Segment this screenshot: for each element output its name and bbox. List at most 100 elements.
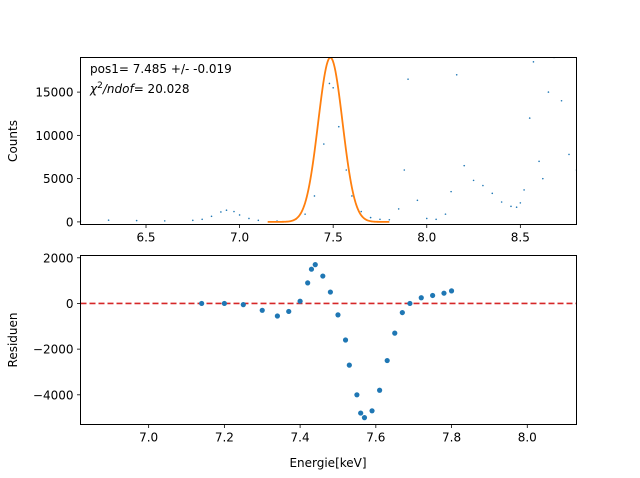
spectrum-point xyxy=(388,218,391,221)
spectrum-point xyxy=(135,219,138,222)
spectrum-point xyxy=(538,160,540,163)
residual-point xyxy=(369,408,375,414)
spectrum-point xyxy=(500,201,503,203)
spectrum-point xyxy=(337,125,340,128)
spectrum-point xyxy=(257,219,260,222)
bottom-y-tick-label: −2000 xyxy=(33,343,74,357)
bottom-y-tick-label: 2000 xyxy=(43,251,74,265)
spectrum-point xyxy=(397,208,400,210)
annotation-chi2-sup: 2 xyxy=(97,81,103,91)
spectrum-point xyxy=(248,217,250,220)
spectrum-point xyxy=(416,199,419,202)
spectrum-point xyxy=(455,74,458,76)
residual-point xyxy=(361,415,368,421)
spectrum-point xyxy=(435,218,437,221)
spectrum-point xyxy=(238,214,241,216)
spectrum-point xyxy=(542,177,544,180)
residual-point xyxy=(354,392,360,398)
spectrum-point xyxy=(515,206,518,208)
spectrum-point xyxy=(220,211,222,213)
spectrum-point xyxy=(444,213,447,215)
spectrum-point xyxy=(328,82,331,85)
residual-point xyxy=(286,308,292,315)
spectrum-point xyxy=(345,169,348,171)
top-x-tick-label: 7.5 xyxy=(324,231,343,245)
spectrum-point xyxy=(510,205,512,208)
residual-point xyxy=(259,307,265,313)
residual-point xyxy=(240,302,246,308)
top-x-tick-label: 8.5 xyxy=(511,231,530,245)
bottom-x-tick-label: 7.8 xyxy=(442,431,461,445)
spectrum-point xyxy=(225,209,228,212)
residual-point xyxy=(199,300,205,307)
top-x-tick-label: 7.0 xyxy=(230,231,249,245)
spectrum-point xyxy=(532,61,535,63)
residual-point xyxy=(448,288,455,294)
spectrum-point xyxy=(568,153,570,156)
spectrum-point xyxy=(407,78,409,80)
residual-point xyxy=(297,298,303,304)
spectrum-point xyxy=(351,195,353,197)
bottom-y-tick-label: −4000 xyxy=(33,388,74,402)
spectrum-point xyxy=(450,190,452,193)
gaussian-fit-curve xyxy=(267,57,390,223)
top-data-layer xyxy=(80,57,577,223)
spectrum-point xyxy=(472,179,475,182)
annotation-chi2-value: = 20.028 xyxy=(134,82,190,96)
residual-point xyxy=(384,357,390,364)
spectrum-point xyxy=(107,219,110,221)
spectrum-point xyxy=(379,218,381,221)
residual-point xyxy=(441,290,447,296)
spectrum-point xyxy=(369,216,372,219)
bottom-panel: 7.0 7.2 7.4 7.6 7.8 8.0 2000 0 −2000 −4000 Residu… xyxy=(6,251,577,470)
spectrum-point xyxy=(360,210,363,213)
bottom-data-layer xyxy=(80,262,577,421)
residual-point xyxy=(346,362,352,368)
spectrum-point xyxy=(523,189,525,191)
annotation-chi2-symbol: χ xyxy=(89,82,98,96)
bottom-x-tick-label: 7.6 xyxy=(366,431,385,445)
annotation-chi2: χ2/ndof= 20.028 xyxy=(89,81,190,96)
top-panel: 6.5 7.0 7.5 8.0 8.5 0 5000 10000 15000 Counts po… xyxy=(6,57,577,245)
spectrum-point xyxy=(332,86,334,89)
spectrum-point xyxy=(528,117,531,119)
bottom-x-tick-label: 7.0 xyxy=(139,431,158,445)
bottom-x-tick-label: 8.0 xyxy=(518,431,537,445)
top-y-tick-label: 0 xyxy=(66,215,74,229)
residual-point xyxy=(305,280,311,286)
top-ylabel: Counts xyxy=(6,120,20,162)
spectrum-point xyxy=(547,91,550,93)
spectrum-point xyxy=(519,202,522,204)
spectrum-point xyxy=(425,217,428,220)
spectrum-point xyxy=(192,219,194,222)
top-y-tick-label: 15000 xyxy=(35,86,73,100)
residual-point xyxy=(377,387,383,393)
residual-point xyxy=(274,313,280,319)
spectrum-point xyxy=(463,164,466,167)
residual-point xyxy=(335,312,341,318)
top-x-tick-label: 8.0 xyxy=(417,231,436,245)
spectrum-point xyxy=(313,195,316,197)
spectrum-point xyxy=(210,215,213,218)
spectrum-point xyxy=(163,220,166,222)
bottom-xlabel: Energie[keV] xyxy=(289,456,366,470)
top-y-tick-label: 5000 xyxy=(43,172,74,186)
residual-point xyxy=(399,309,405,316)
annotation-chi2-ndof: /ndof xyxy=(102,82,136,96)
residual-point xyxy=(407,300,413,307)
residual-point xyxy=(221,300,227,307)
residual-point xyxy=(392,330,398,336)
residual-point xyxy=(418,295,424,301)
top-y-tick-label: 10000 xyxy=(35,129,73,143)
residual-point xyxy=(308,266,315,272)
bottom-axes-frame xyxy=(80,255,577,425)
residual-point xyxy=(320,273,326,279)
spectrum-point xyxy=(233,210,235,213)
bottom-ylabel: Residuen xyxy=(6,313,20,368)
spectrum-point xyxy=(560,99,563,102)
spectrum-point xyxy=(491,192,494,195)
top-x-tick-label: 6.5 xyxy=(136,231,155,245)
bottom-x-tick-label: 7.4 xyxy=(291,431,310,445)
residual-point xyxy=(312,262,318,268)
